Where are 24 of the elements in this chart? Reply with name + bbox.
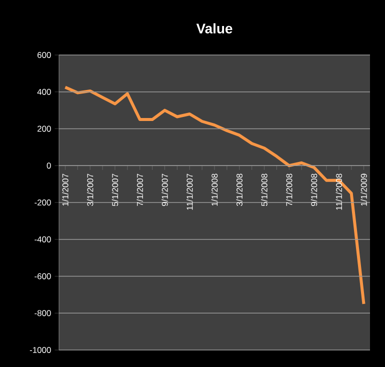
y-tick-label: -600 bbox=[34, 273, 51, 280]
y-tick-label: -200 bbox=[34, 200, 51, 206]
y-tick-label: -1000 bbox=[30, 347, 51, 353]
x-tick-label: 3/1/2008 bbox=[236, 174, 242, 206]
x-tick-label: 7/1/2008 bbox=[286, 174, 292, 206]
x-tick-label: 5/1/2008 bbox=[261, 174, 268, 206]
x-tick-label: 9/1/2008 bbox=[310, 174, 318, 206]
x-tick-label: 1/1/2008 bbox=[211, 174, 218, 206]
x-tick-label: 11/1/2007 bbox=[186, 174, 193, 210]
x-tick-label: 9/1/2007 bbox=[162, 174, 168, 206]
y-tick-label: 600 bbox=[38, 52, 51, 58]
x-tick-label: 3/1/2007 bbox=[86, 174, 94, 206]
line-series bbox=[64, 86, 366, 306]
x-tick-label: 7/1/2007 bbox=[136, 174, 143, 206]
x-tick-label: 11/1/2008 bbox=[336, 174, 342, 210]
x-tick-label: 1/1/2009 bbox=[360, 174, 367, 206]
y-tick-label: 400 bbox=[37, 88, 51, 95]
chart-title: Value bbox=[196, 23, 232, 34]
x-tick-label: 5/1/2007 bbox=[112, 174, 118, 206]
y-tick-label: 0 bbox=[46, 162, 51, 169]
x-tick-label: 1/1/2007 bbox=[62, 174, 68, 206]
y-tick-label: 200 bbox=[38, 126, 51, 132]
y-tick-label: -800 bbox=[34, 310, 51, 316]
y-tick-label: -400 bbox=[34, 236, 51, 242]
